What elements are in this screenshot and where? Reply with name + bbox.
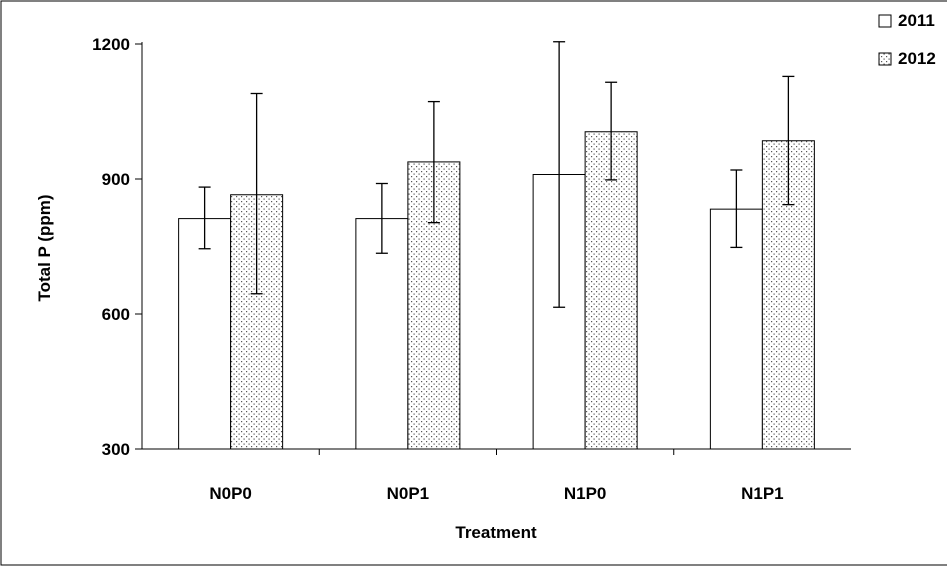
legend-label-2012: 2012 <box>898 49 936 68</box>
x-tick-label: N0P1 <box>387 484 430 503</box>
plot-area: 300 600 900 1200 N0P0 N0P1 N1P0 N1P1 <box>92 35 851 503</box>
y-tick-label: 600 <box>102 305 130 324</box>
x-axis-label: Treatment <box>455 523 537 542</box>
bar-2011-N0P0 <box>178 218 232 450</box>
y-tick-label: 1200 <box>92 35 130 54</box>
bar-2012-N1P0 <box>584 131 638 450</box>
y-axis-label: Total P (ppm) <box>35 194 54 301</box>
legend-label-2011: 2011 <box>898 11 935 30</box>
x-tick-label: N1P0 <box>564 484 607 503</box>
legend: 2011 2012 <box>878 11 936 68</box>
x-tick-label: N0P0 <box>209 484 252 503</box>
legend-swatch-2012 <box>878 52 892 66</box>
y-tick-label: 300 <box>102 440 130 459</box>
y-tick-label: 900 <box>102 170 130 189</box>
bar-2011-N1P1 <box>709 208 763 450</box>
x-tick-label: N1P1 <box>741 484 784 503</box>
legend-swatch-2011 <box>878 14 892 28</box>
